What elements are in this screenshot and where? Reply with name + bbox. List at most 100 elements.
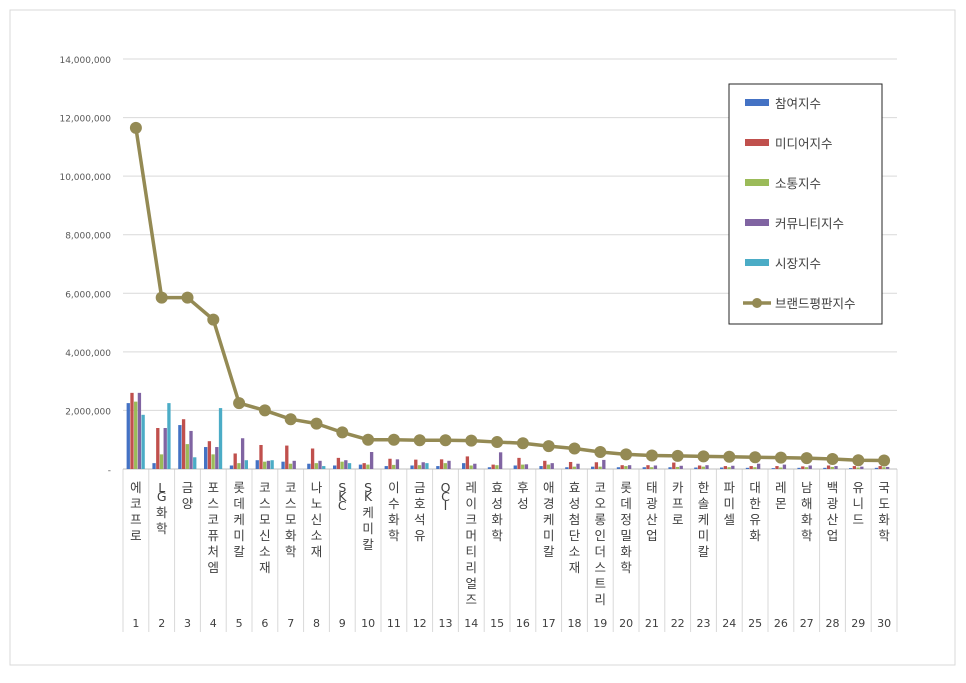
- bar: [885, 466, 890, 469]
- bar: [211, 454, 215, 469]
- bar: [193, 457, 197, 469]
- line-point: [774, 451, 787, 464]
- legend-box: [728, 83, 883, 325]
- bar: [340, 461, 344, 469]
- bar: [882, 467, 886, 469]
- legend-swatch: [745, 99, 769, 106]
- legend-label: 참여지수: [775, 96, 821, 111]
- legend-label: 미디어지수: [775, 136, 833, 151]
- bar: [852, 466, 857, 469]
- bar: [322, 466, 326, 469]
- bar: [823, 467, 827, 469]
- line-series: [129, 121, 891, 467]
- rank-label: 30: [877, 617, 891, 630]
- bar: [229, 465, 234, 469]
- rank-label: 29: [851, 617, 865, 630]
- bar: [266, 460, 271, 469]
- line-point: [645, 449, 658, 462]
- bar: [672, 462, 676, 469]
- line-point: [439, 434, 452, 447]
- bar: [874, 467, 879, 469]
- rank-label: 24: [722, 617, 736, 630]
- y-tick-label: 10,000,000: [59, 173, 111, 183]
- y-tick-label: 12,000,000: [59, 115, 111, 125]
- bar: [240, 438, 245, 469]
- line-point: [465, 434, 478, 447]
- bar: [167, 403, 171, 469]
- bar: [539, 466, 543, 469]
- y-tick-label: 8,000,000: [65, 232, 111, 242]
- bar: [126, 403, 130, 469]
- legend-label: 브랜드평판지수: [775, 296, 856, 311]
- bar: [204, 447, 208, 469]
- rank-label: 26: [774, 617, 788, 630]
- bar: [624, 466, 628, 469]
- rank-label: 20: [619, 617, 633, 630]
- line-point: [852, 454, 865, 467]
- rank-label: 6: [261, 617, 268, 630]
- bar: [830, 466, 834, 469]
- line-point: [336, 426, 349, 439]
- legend-swatch: [745, 259, 769, 266]
- bar: [513, 465, 517, 469]
- rank-label: 28: [826, 617, 840, 630]
- bar: [572, 466, 576, 469]
- line-point: [878, 454, 891, 467]
- bar: [568, 461, 573, 469]
- y-tick-label: 2,000,000: [65, 407, 111, 417]
- bar: [598, 466, 602, 469]
- bar: [358, 464, 363, 469]
- bar: [804, 467, 809, 469]
- legend-swatch: [745, 139, 769, 146]
- rank-label: 16: [516, 617, 530, 630]
- rank-label: 9: [339, 617, 346, 630]
- bar: [627, 465, 632, 469]
- rank-label: 23: [697, 617, 711, 630]
- line-point: [491, 436, 504, 449]
- line-point: [749, 451, 762, 464]
- bar: [421, 462, 425, 469]
- bar: [141, 414, 145, 469]
- line-point: [516, 437, 529, 450]
- bar: [388, 458, 392, 469]
- bar: [436, 466, 440, 469]
- y-tick-label: 4,000,000: [65, 349, 111, 359]
- y-axis-ticks: - 2,000,000 4,000,000 6,000,000 8,000,000 10,…: [59, 56, 111, 476]
- legend-swatch: [745, 179, 769, 186]
- rank-label: 2: [158, 617, 165, 630]
- bar: [775, 466, 779, 469]
- bar: [694, 467, 698, 469]
- rank-label: 1: [132, 617, 139, 630]
- bar: [384, 466, 388, 469]
- line-point: [594, 446, 607, 459]
- bar: [594, 462, 599, 469]
- bar: [697, 465, 702, 469]
- bar: [675, 466, 680, 469]
- legend-swatch: [745, 219, 769, 226]
- bar: [233, 453, 237, 469]
- rank-label: 27: [800, 617, 814, 630]
- bar: [731, 465, 735, 469]
- line-point: [568, 442, 581, 455]
- line-point: [387, 433, 400, 446]
- line-point: [800, 452, 813, 465]
- bar: [314, 463, 318, 469]
- bars: [126, 392, 890, 469]
- line-point: [826, 453, 839, 466]
- rank-label: 18: [568, 617, 582, 630]
- bar: [517, 457, 521, 469]
- bar: [498, 452, 503, 469]
